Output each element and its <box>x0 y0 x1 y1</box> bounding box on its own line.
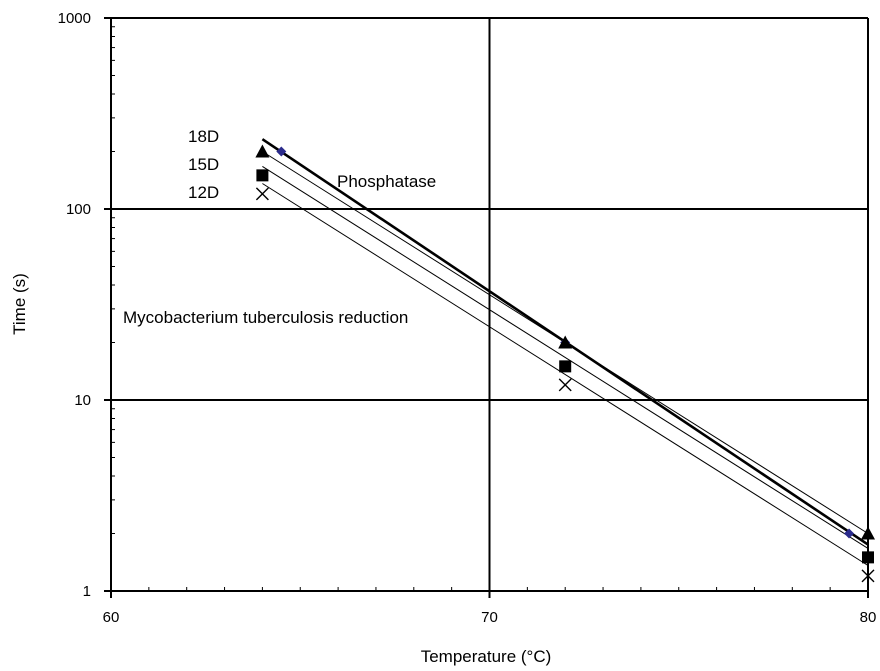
annotation-18d: 18D <box>188 127 219 146</box>
tick-labels: 60 70 80 1 10 100 1000 <box>58 10 877 626</box>
cross-marker <box>861 569 875 583</box>
diamond-marker <box>844 528 855 539</box>
x-tick-label: 80 <box>860 609 877 626</box>
x-tick-label: 60 <box>103 609 120 626</box>
axes <box>104 17 869 598</box>
square-marker <box>256 169 269 182</box>
square-marker <box>862 551 874 564</box>
cross-marker <box>558 378 572 392</box>
reduction-line <box>262 183 869 566</box>
y-tick-label: 1 <box>83 583 91 600</box>
diamond-marker <box>276 146 287 157</box>
grid <box>110 17 869 592</box>
y-axis-title: Time (s) <box>10 273 29 335</box>
y-tick-label: 100 <box>66 201 91 218</box>
x-axis-title: Temperature (°C) <box>421 647 552 666</box>
annotation-mycobacterium: Mycobacterium tuberculosis reduction <box>123 308 408 327</box>
annotation-15d: 15D <box>188 155 219 174</box>
y-tick-label: 10 <box>74 392 91 409</box>
y-tick-label: 1000 <box>58 10 91 27</box>
reduction-line <box>262 166 869 549</box>
annotation-phosphatase: Phosphatase <box>337 172 436 191</box>
markers <box>255 144 875 583</box>
cross-marker <box>255 187 269 201</box>
x-tick-label: 70 <box>481 609 498 626</box>
square-marker <box>559 360 572 373</box>
annotation-12d: 12D <box>188 183 219 202</box>
triangle-marker <box>558 335 573 349</box>
triangle-marker <box>861 526 875 540</box>
triangle-marker <box>255 144 270 158</box>
series-lines <box>261 138 869 566</box>
